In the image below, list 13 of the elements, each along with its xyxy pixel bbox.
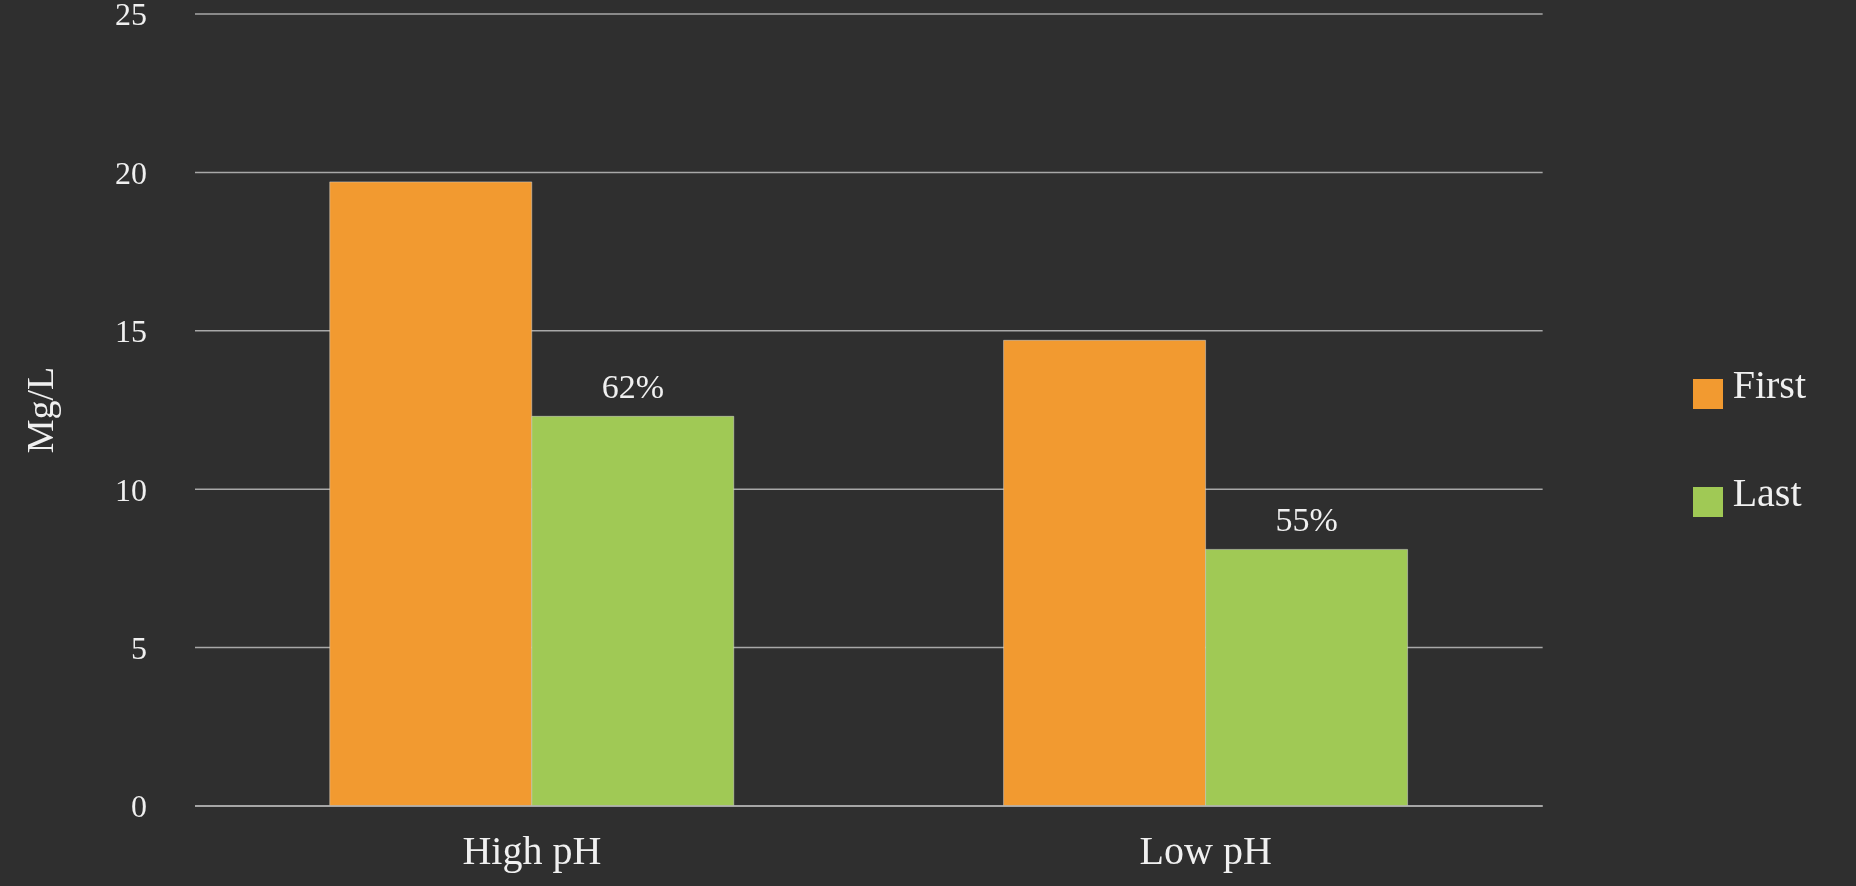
x-tick-label: High pH — [462, 828, 602, 874]
y-tick-label: 20 — [115, 154, 147, 191]
y-tick-label: 5 — [131, 629, 147, 666]
y-axis-title: Mg/L — [19, 366, 62, 454]
legend-label: Last — [1732, 470, 1802, 515]
legend-label: First — [1732, 362, 1806, 407]
annotation: 62% — [601, 368, 665, 406]
y-tick-label: 10 — [115, 471, 147, 508]
x-tick-label: Low pH — [1139, 828, 1272, 874]
y-tick-label: 25 — [115, 0, 147, 33]
y-tick-label: 15 — [115, 313, 147, 350]
annotation: 55% — [1275, 501, 1338, 539]
y-tick-label: 0 — [131, 788, 147, 825]
